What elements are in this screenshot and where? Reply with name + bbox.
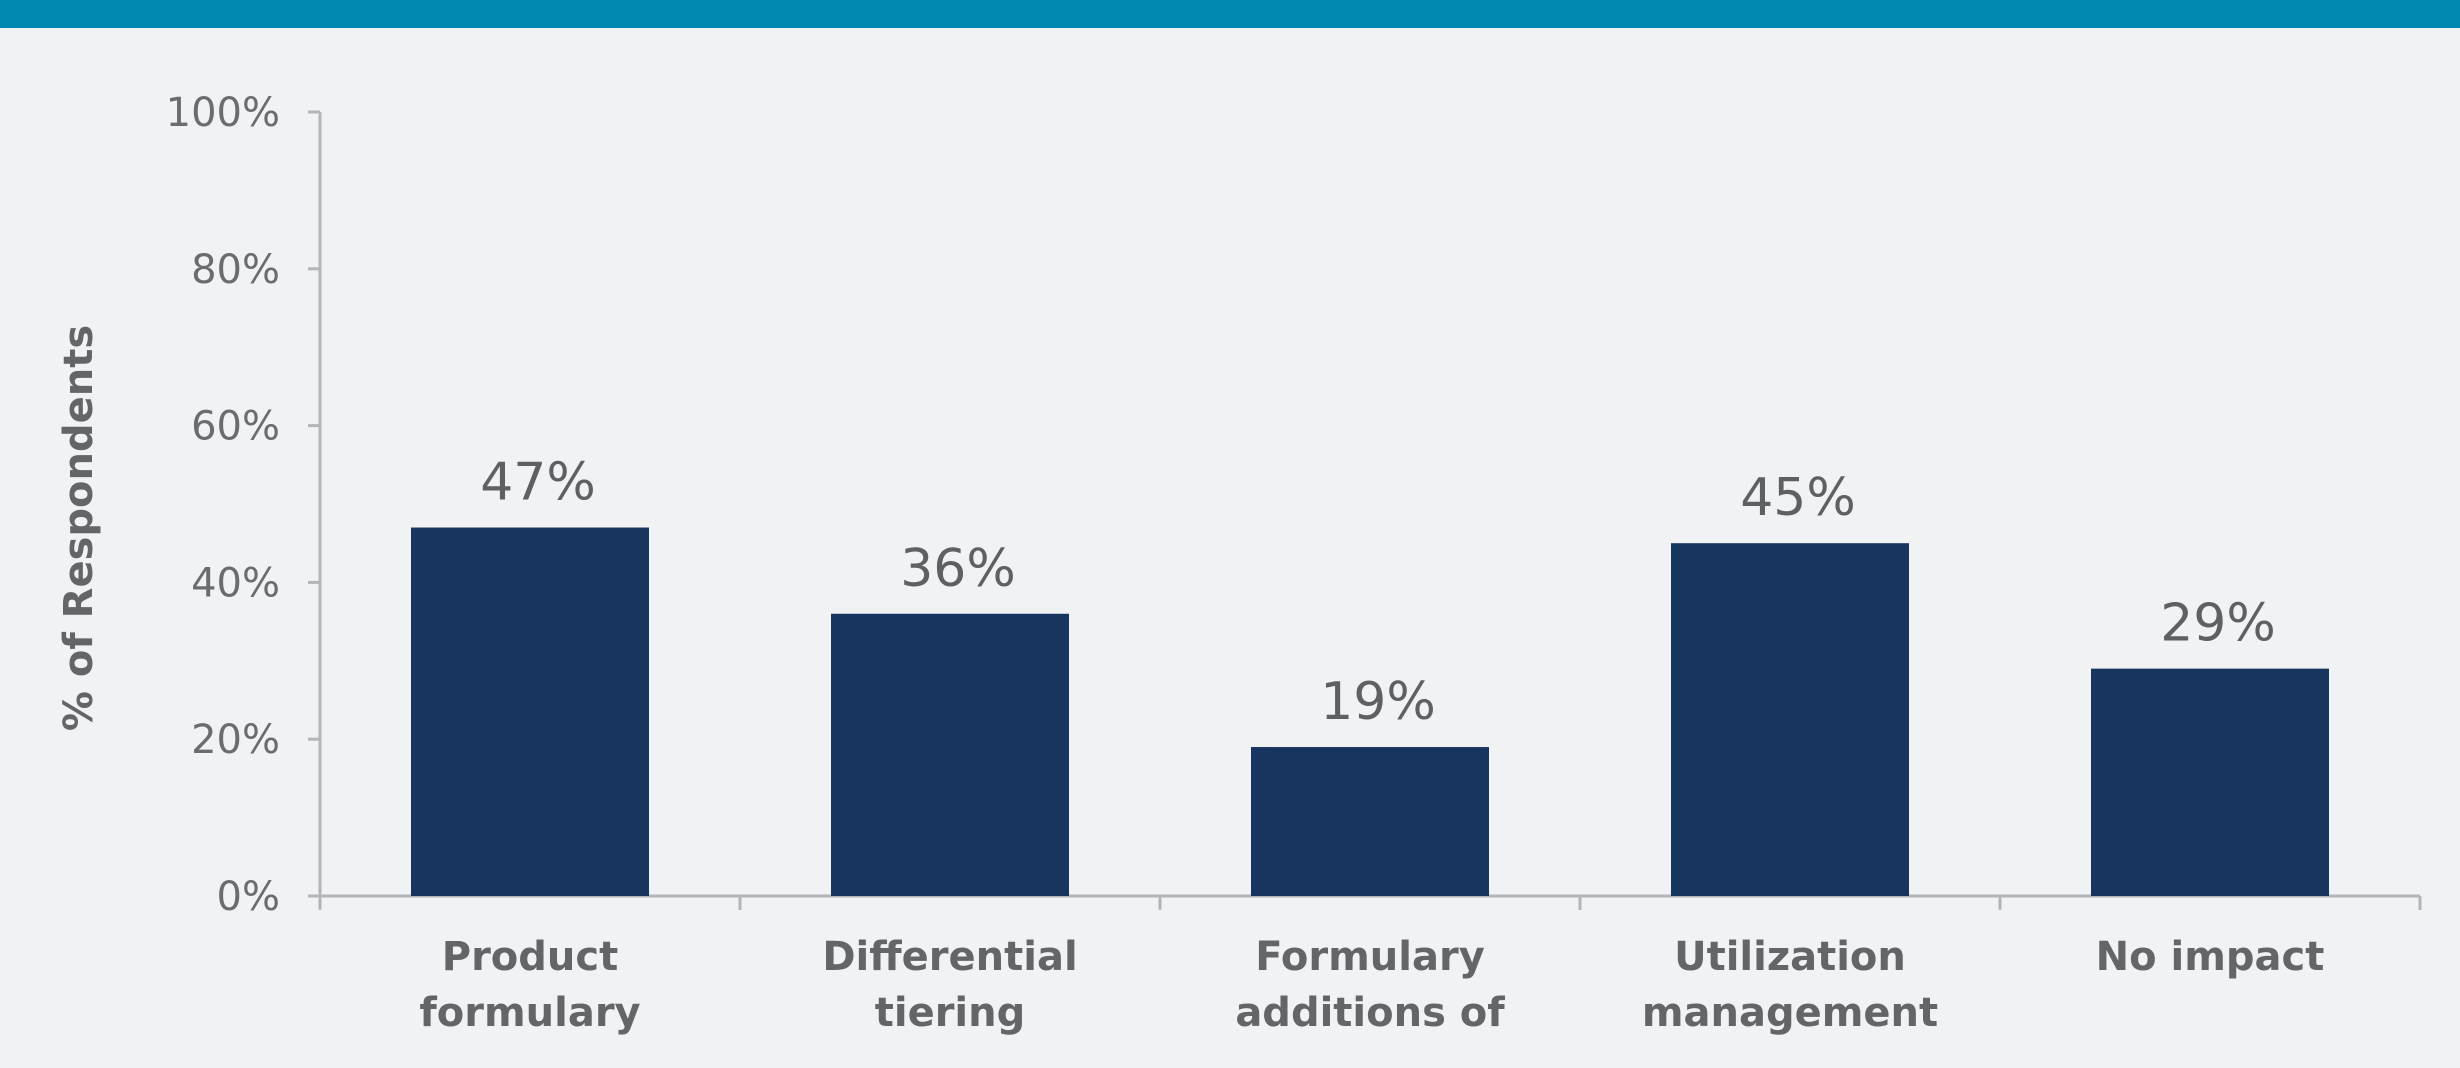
x-tick-label: Differential tiering — [822, 934, 1077, 1036]
x-tick-label: Product formulary — [419, 934, 640, 1036]
top-accent-bar — [0, 0, 2460, 28]
bar — [1251, 747, 1489, 896]
y-tick-label: 100% — [166, 90, 280, 136]
y-axis-label: % of Respondents — [56, 325, 102, 731]
y-tick-label: 60% — [191, 404, 280, 450]
data-label: 36% — [900, 539, 1016, 599]
y-tick-label: 20% — [191, 717, 280, 763]
y-tick-labels: 0% 20% 40% 60% 80% 100% — [166, 90, 280, 920]
bar — [831, 613, 1069, 896]
data-labels: 47% 36% 19% 45% 29% — [480, 453, 2276, 733]
bar — [1671, 543, 1909, 896]
data-label: 19% — [1320, 672, 1436, 732]
data-label: 29% — [2160, 594, 2276, 654]
x-tick-label: Utilization management — [1642, 934, 1938, 1036]
y-tick-label: 0% — [217, 874, 280, 920]
x-tick-label: No impact — [2096, 934, 2325, 980]
bar — [2091, 668, 2329, 896]
data-label: 45% — [1740, 468, 1856, 528]
x-tick-labels: Product formulary Differential tiering Formu… — [419, 934, 2324, 1036]
bars — [411, 527, 2329, 896]
bar — [411, 527, 649, 896]
y-tick-label: 80% — [191, 247, 280, 293]
y-tick-label: 40% — [191, 560, 280, 606]
data-label: 47% — [480, 453, 596, 513]
x-tick-label: Formulary additions of — [1235, 934, 1505, 1036]
